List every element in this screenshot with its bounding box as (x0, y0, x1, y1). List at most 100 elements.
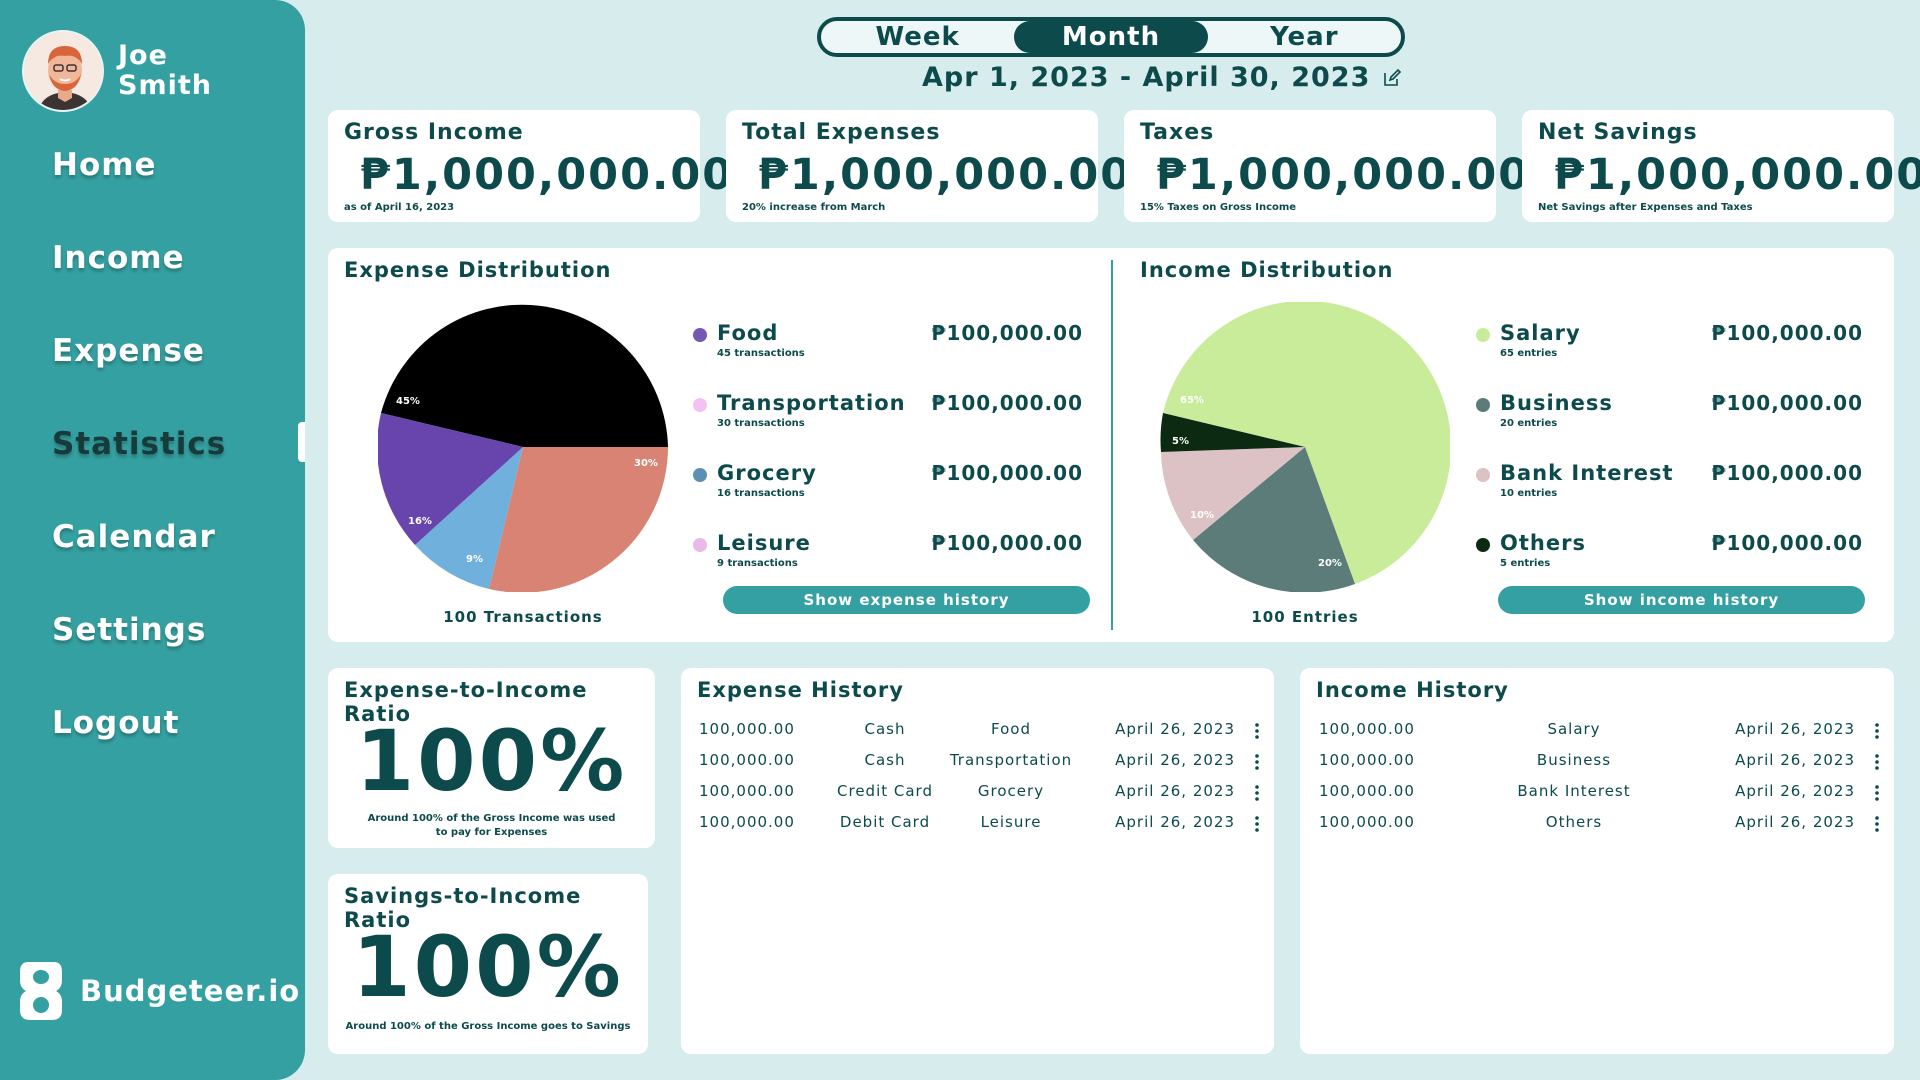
expense-legend: Food 45 transactions ₱100,000.00 Transpo… (693, 321, 1083, 601)
tab-week[interactable]: Week (875, 22, 960, 52)
nav-item-logout[interactable]: Logout (52, 705, 180, 741)
legend-amount: ₱100,000.00 (1711, 321, 1863, 345)
legend-dot (693, 328, 707, 342)
user-first-name: Joe (118, 40, 168, 71)
legend-dot (1476, 398, 1490, 412)
history-date: April 26, 2023 (1115, 720, 1235, 738)
legend-name: Grocery (717, 461, 817, 485)
expense-pie-label: 9% (466, 554, 483, 565)
avatar-illustration-icon (24, 32, 102, 110)
stat-note: as of April 16, 2023 (344, 202, 455, 213)
user-name: Joe Smith (118, 41, 212, 101)
row-menu[interactable] (1875, 754, 1879, 774)
expense-distribution-title: Expense Distribution (344, 258, 612, 282)
sidebar: Joe Smith Home Income Expense Statistics… (0, 0, 305, 1080)
row-menu[interactable] (1875, 785, 1879, 805)
expense-slice-purple (378, 413, 523, 545)
nav-item-income[interactable]: Income (52, 240, 185, 276)
row-menu[interactable] (1255, 723, 1259, 743)
show-income-history-button[interactable]: Show income history (1498, 586, 1865, 614)
stat-value: ₱1,000,000.00 (1156, 150, 1531, 200)
kebab-menu-icon[interactable] (1255, 723, 1259, 739)
income-pie-label: 20% (1318, 558, 1342, 569)
row-menu[interactable] (1255, 785, 1259, 805)
stat-value: ₱1,000,000.00 (1554, 150, 1920, 200)
nav-item-statistics[interactable]: Statistics (52, 426, 227, 462)
row-menu[interactable] (1875, 723, 1879, 743)
history-date: April 26, 2023 (1115, 813, 1235, 831)
nav-item-calendar[interactable]: Calendar (52, 519, 216, 555)
legend-dot (693, 398, 707, 412)
legend-sub: 9 transactions (717, 558, 798, 569)
legend-item: Food 45 transactions ₱100,000.00 (693, 321, 1083, 391)
history-date: April 26, 2023 (1115, 751, 1235, 769)
income-pie-caption: 100 Entries (1251, 608, 1359, 626)
expense-ratio-value: 100% (355, 712, 628, 810)
history-date: April 26, 2023 (1115, 782, 1235, 800)
legend-dot (1476, 328, 1490, 342)
date-range-text: Apr 1, 2023 - April 30, 2023 (922, 62, 1371, 93)
row-menu[interactable] (1875, 816, 1879, 836)
kebab-menu-icon[interactable] (1875, 816, 1879, 832)
history-date: April 26, 2023 (1735, 782, 1855, 800)
edit-icon[interactable] (1382, 68, 1402, 88)
income-pie-label: 5% (1172, 436, 1189, 447)
kebab-menu-icon[interactable] (1875, 785, 1879, 801)
gross-income-card: Gross Income ₱1,000,000.00 as of April 1… (328, 110, 732, 222)
profile[interactable]: Joe Smith (22, 30, 212, 112)
legend-amount: ₱100,000.00 (1711, 391, 1863, 415)
brand-name: Budgeteer.io (80, 974, 301, 1008)
table-row[interactable]: 100,000.00 Cash Food April 26, 2023 (699, 720, 1259, 744)
expense-ratio-note: Around 100% of the Gross Income was used… (328, 812, 655, 840)
table-row[interactable]: 100,000.00 Credit Card Grocery April 26,… (699, 782, 1259, 806)
table-row[interactable]: 100,000.00 Cash Transportation April 26,… (699, 751, 1259, 775)
legend-dot (1476, 538, 1490, 552)
table-row[interactable]: 100,000.00 Salary April 26, 2023 (1319, 720, 1879, 744)
income-slice-others (1160, 413, 1305, 452)
history-amount: 100,000.00 (699, 720, 795, 738)
expense-pie-label: 16% (408, 516, 432, 527)
expense-pie-label: 30% (634, 458, 658, 469)
legend-sub: 30 transactions (717, 418, 805, 429)
show-expense-history-button[interactable]: Show expense history (723, 586, 1090, 614)
row-menu[interactable] (1255, 816, 1259, 836)
legend-name: Business (1500, 391, 1613, 415)
date-range: Apr 1, 2023 - April 30, 2023 (922, 62, 1402, 93)
table-row[interactable]: 100,000.00 Bank Interest April 26, 2023 (1319, 782, 1879, 806)
history-amount: 100,000.00 (1319, 751, 1415, 769)
table-row[interactable]: 100,000.00 Others April 26, 2023 (1319, 813, 1879, 837)
avatar[interactable] (22, 30, 104, 112)
distribution-card: Expense Distribution 45% 30% 16% 9% 100 … (328, 248, 1894, 642)
nav-item-home[interactable]: Home (52, 147, 157, 183)
legend-item: Transportation 30 transactions ₱100,000.… (693, 391, 1083, 461)
nav-item-settings[interactable]: Settings (52, 612, 207, 648)
legend-item: Grocery 16 transactions ₱100,000.00 (693, 461, 1083, 531)
income-history-card: Income History 100,000.00 Salary April 2… (1300, 668, 1894, 1054)
tab-month[interactable]: Month (1014, 21, 1208, 53)
row-menu[interactable] (1255, 754, 1259, 774)
nav-item-expense[interactable]: Expense (52, 333, 205, 369)
savings-ratio-card: Savings-to-Income Ratio 100% Around 100%… (328, 874, 648, 1054)
kebab-menu-icon[interactable] (1255, 785, 1259, 801)
expense-pie-chart: 45% 30% 16% 9% (378, 304, 668, 592)
history-amount: 100,000.00 (1319, 720, 1415, 738)
savings-ratio-note: Around 100% of the Gross Income goes to … (345, 1021, 631, 1032)
kebab-menu-icon[interactable] (1255, 754, 1259, 770)
income-pie-label: 65% (1180, 395, 1204, 406)
kebab-menu-icon[interactable] (1255, 816, 1259, 832)
taxes-card: Taxes ₱1,000,000.00 15% Taxes on Gross I… (1124, 110, 1528, 222)
stat-note: 15% Taxes on Gross Income (1140, 202, 1297, 213)
legend-amount: ₱100,000.00 (931, 321, 1083, 345)
kebab-menu-icon[interactable] (1875, 723, 1879, 739)
legend-dot (1476, 468, 1490, 482)
legend-sub: 65 entries (1500, 348, 1558, 359)
expense-pie-caption: 100 Transactions (443, 608, 603, 626)
tab-year[interactable]: Year (1270, 22, 1339, 52)
table-row[interactable]: 100,000.00 Debit Card Leisure April 26, … (699, 813, 1259, 837)
table-row[interactable]: 100,000.00 Business April 26, 2023 (1319, 751, 1879, 775)
stat-value: ₱1,000,000.00 (360, 150, 735, 200)
kebab-menu-icon[interactable] (1875, 754, 1879, 770)
income-slice-bank-interest (1161, 447, 1305, 540)
stat-label: Net Savings (1538, 120, 1698, 145)
period-toggle: Week Month Year (817, 17, 1405, 57)
